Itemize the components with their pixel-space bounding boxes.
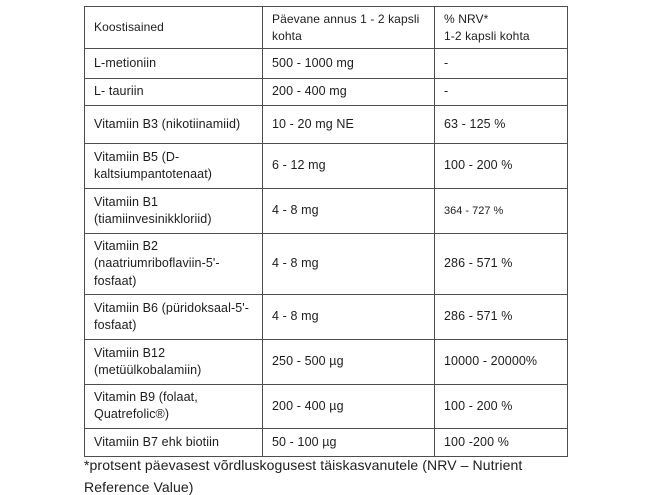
- column-header-nrv-line2: 1-2 kapsli kohta: [444, 28, 530, 43]
- cell-ingredient: Vitamiin B6 (püridoksaal-5'-fosfaat): [84, 293, 263, 340]
- table-row: Vitamin B9 (folaat, Quatrefolic®) 200 - …: [84, 383, 568, 429]
- cell-dose: 6 - 12 mg: [262, 143, 435, 190]
- table-row: Vitamiin B1 (tiamiinvesinikkloriid) 4 - …: [84, 188, 568, 235]
- table-row: Vitamiin B7 ehk biotiin 50 - 100 µg 100 …: [84, 427, 568, 457]
- cell-dose: 4 - 8 mg: [262, 188, 435, 235]
- cell-nrv: -: [434, 78, 568, 107]
- cell-dose: 250 - 500 µg: [262, 338, 435, 385]
- nutrition-table: Koostisained Päevane annus 1 - 2 kapsli …: [84, 5, 568, 457]
- column-header-dose-line2: kohta: [272, 28, 302, 43]
- cell-dose: 500 - 1000 mg: [262, 48, 435, 80]
- column-header-dose: Päevane annus 1 - 2 kapsli kohta: [262, 5, 435, 50]
- header-row: Koostisained Päevane annus 1 - 2 kapsli …: [84, 5, 568, 50]
- cell-ingredient: Vitamiin B5 (D-kaltsiumpantotenaat): [84, 143, 263, 190]
- cell-nrv: 100 -200 %: [434, 427, 568, 457]
- cell-ingredient: L- tauriin: [84, 78, 263, 107]
- table-row: L- tauriin 200 - 400 mg -: [84, 78, 568, 107]
- table-row: Vitamiin B2 (naatriumriboflaviin-5'-fosf…: [84, 233, 568, 295]
- table-row: Vitamiin B6 (püridoksaal-5'-fosfaat) 4 -…: [84, 293, 568, 340]
- cell-nrv: -: [434, 48, 568, 80]
- cell-dose: 50 - 100 µg: [262, 427, 435, 457]
- cell-ingredient: Vitamiin B12 (metüülkobalamiin): [84, 338, 263, 385]
- cell-ingredient: Vitamiin B1 (tiamiinvesinikkloriid): [84, 188, 263, 235]
- cell-nrv: 100 - 200 %: [434, 383, 568, 429]
- column-header-ingredients: Koostisained: [84, 5, 263, 50]
- cell-nrv: 286 - 571 %: [434, 233, 568, 295]
- cell-ingredient: Vitamiin B7 ehk biotiin: [84, 427, 263, 457]
- cell-ingredient: Vitamin B9 (folaat, Quatrefolic®): [84, 383, 263, 429]
- cell-nrv: 286 - 571 %: [434, 293, 568, 340]
- cell-nrv: 364 - 727 %: [434, 188, 568, 235]
- nrv-footnote: *protsent päevasest võrdluskogusest täis…: [84, 457, 523, 495]
- table-row: Vitamiin B3 (nikotiinamiid) 10 - 20 mg N…: [84, 105, 568, 145]
- cell-dose: 4 - 8 mg: [262, 293, 435, 340]
- cell-ingredient: Vitamiin B3 (nikotiinamiid): [84, 105, 263, 145]
- cell-dose: 200 - 400 mg: [262, 78, 435, 107]
- cell-ingredient: Vitamiin B2 (naatriumriboflaviin-5'-fosf…: [84, 233, 263, 295]
- cell-ingredient: L-metioniin: [84, 48, 263, 80]
- table-row: Vitamiin B5 (D-kaltsiumpantotenaat) 6 - …: [84, 143, 568, 190]
- cell-nrv: 63 - 125 %: [434, 105, 568, 145]
- cell-nrv: 10000 - 20000%: [434, 338, 568, 385]
- cell-dose: 200 - 400 µg: [262, 383, 435, 429]
- table-row: L-metioniin 500 - 1000 mg -: [84, 48, 568, 80]
- column-header-dose-line1: Päevane annus 1 - 2 kapsli: [272, 12, 420, 26]
- column-header-nrv-line1: % NRV*: [444, 12, 489, 26]
- table-row: Vitamiin B12 (metüülkobalamiin) 250 - 50…: [84, 338, 568, 385]
- cell-dose: 10 - 20 mg NE: [262, 105, 435, 145]
- cell-dose: 4 - 8 mg: [262, 233, 435, 295]
- column-header-nrv: % NRV* 1-2 kapsli kohta: [434, 5, 568, 50]
- cell-nrv: 100 - 200 %: [434, 143, 568, 190]
